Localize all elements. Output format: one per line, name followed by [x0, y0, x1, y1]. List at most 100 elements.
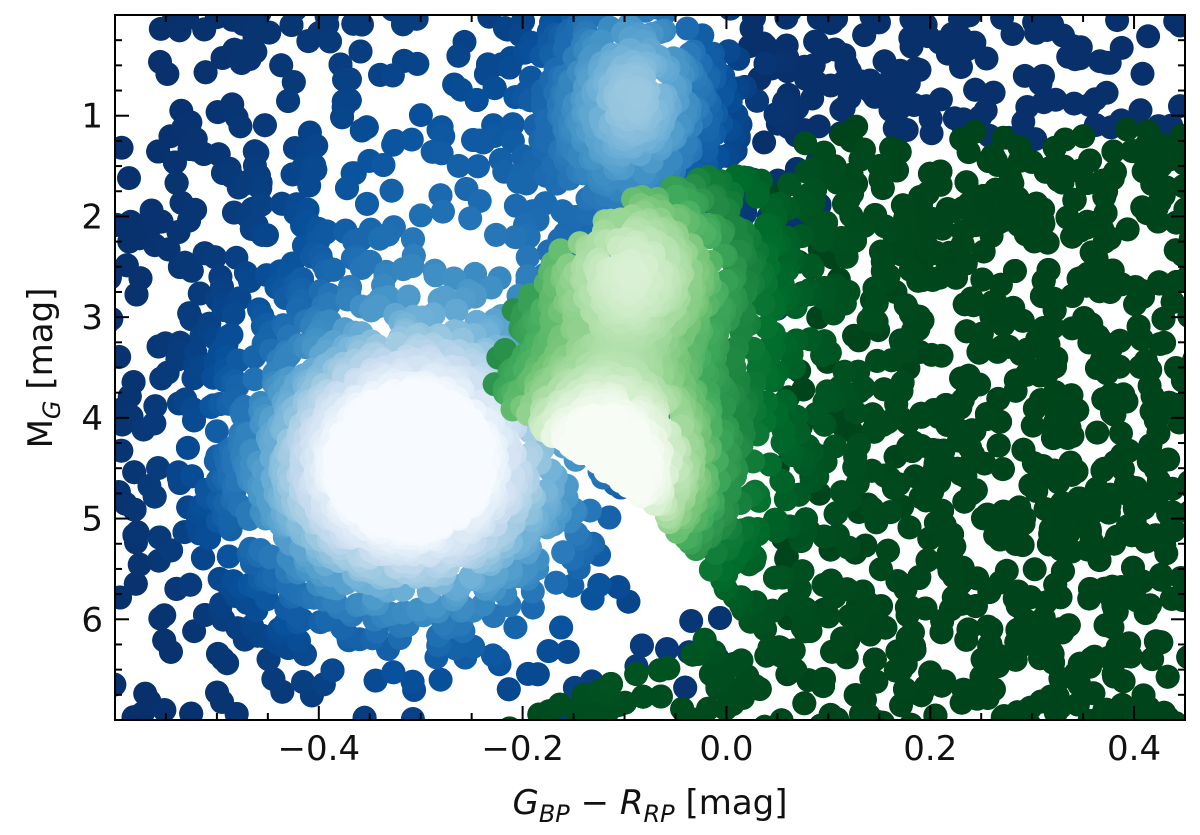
- blue-point: [381, 132, 406, 157]
- blue-point: [1000, 22, 1025, 46]
- points-layer: [86, 15, 1200, 720]
- blue-point: [1034, 18, 1059, 42]
- blue-point: [544, 570, 569, 595]
- blue-point: [496, 677, 521, 702]
- blue-point: [1097, 50, 1122, 75]
- blue-point: [228, 114, 253, 139]
- blue-point: [679, 609, 704, 633]
- blue-point: [354, 115, 379, 140]
- blue-point: [464, 88, 489, 112]
- blue-point: [963, 77, 988, 102]
- blue-point: [503, 615, 528, 640]
- blue-point: [430, 199, 455, 224]
- blue-point: [115, 344, 132, 369]
- blue-point: [471, 130, 496, 155]
- blue-point: [482, 76, 507, 101]
- blue-point: [257, 20, 282, 45]
- blue-point: [587, 573, 612, 597]
- blue-point: [371, 153, 396, 177]
- blue-point: [446, 43, 471, 68]
- blue-point: [179, 258, 204, 283]
- blue-point: [355, 191, 379, 216]
- blue-point: [794, 66, 818, 91]
- blue-point: [304, 133, 329, 158]
- blue-point: [763, 102, 788, 127]
- blue-point: [1128, 98, 1153, 123]
- blue-point: [720, 15, 741, 21]
- blue-point: [742, 15, 766, 30]
- blue-point: [379, 394, 404, 419]
- blue-point: [427, 459, 451, 484]
- blue-point: [127, 552, 152, 577]
- blue-point: [405, 51, 430, 76]
- blue-point: [152, 628, 177, 653]
- blue-point: [115, 672, 127, 697]
- blue-point: [458, 206, 483, 231]
- blue-point: [606, 575, 631, 600]
- blue-point: [1031, 90, 1056, 115]
- blue-point: [462, 455, 487, 480]
- blue-point: [124, 282, 149, 307]
- blue-point: [516, 661, 541, 686]
- blue-point: [202, 245, 227, 270]
- blue-point: [121, 370, 146, 395]
- blue-point: [872, 49, 897, 74]
- blue-point: [380, 63, 405, 88]
- blue-point: [549, 615, 574, 640]
- blue-point: [314, 219, 339, 244]
- blue-point: [338, 67, 362, 92]
- blue-point: [86, 669, 110, 693]
- blue-point: [156, 237, 181, 262]
- blue-point: [597, 505, 622, 530]
- blue-point: [381, 660, 406, 685]
- blue-point: [330, 105, 355, 130]
- blue-point: [500, 112, 525, 137]
- blue-point: [708, 606, 732, 630]
- blue-point: [359, 298, 384, 323]
- blue-point: [190, 545, 215, 570]
- blue-point: [626, 85, 651, 110]
- blue-point: [115, 307, 124, 331]
- blue-point: [249, 192, 274, 217]
- blue-point: [779, 15, 802, 23]
- blue-point: [915, 24, 940, 49]
- blue-point: [379, 178, 404, 203]
- blue-point: [115, 135, 134, 160]
- blue-point: [1068, 46, 1092, 71]
- blue-point: [673, 675, 698, 700]
- blue-point: [279, 15, 304, 37]
- blue-point: [352, 409, 377, 434]
- blue-point: [536, 639, 561, 664]
- blue-point: [805, 30, 830, 55]
- blue-point: [159, 538, 184, 563]
- blue-point: [175, 435, 200, 460]
- blue-point: [878, 97, 903, 122]
- blue-point: [133, 681, 158, 706]
- blue-point: [252, 113, 277, 138]
- blue-point: [480, 643, 505, 668]
- blue-point: [806, 15, 831, 31]
- blue-point: [655, 637, 680, 662]
- blue-point: [269, 53, 294, 78]
- blue-point: [347, 485, 372, 510]
- blue-point: [349, 15, 374, 37]
- blue-point: [1130, 61, 1155, 86]
- blue-point: [419, 394, 444, 419]
- blue-point: [429, 141, 454, 166]
- blue-point: [497, 55, 522, 80]
- blue-point: [376, 222, 401, 247]
- blue-point: [205, 680, 230, 705]
- blue-point: [400, 254, 425, 279]
- blue-point: [391, 15, 415, 37]
- blue-point: [146, 456, 171, 481]
- blue-point: [949, 25, 974, 50]
- blue-point: [446, 153, 471, 178]
- blue-point: [320, 658, 345, 683]
- blue-point: [142, 411, 167, 436]
- green-point: [1189, 407, 1200, 431]
- blue-point: [818, 73, 843, 98]
- blue-point: [286, 629, 311, 653]
- blue-point: [178, 572, 203, 597]
- blue-point: [193, 60, 218, 85]
